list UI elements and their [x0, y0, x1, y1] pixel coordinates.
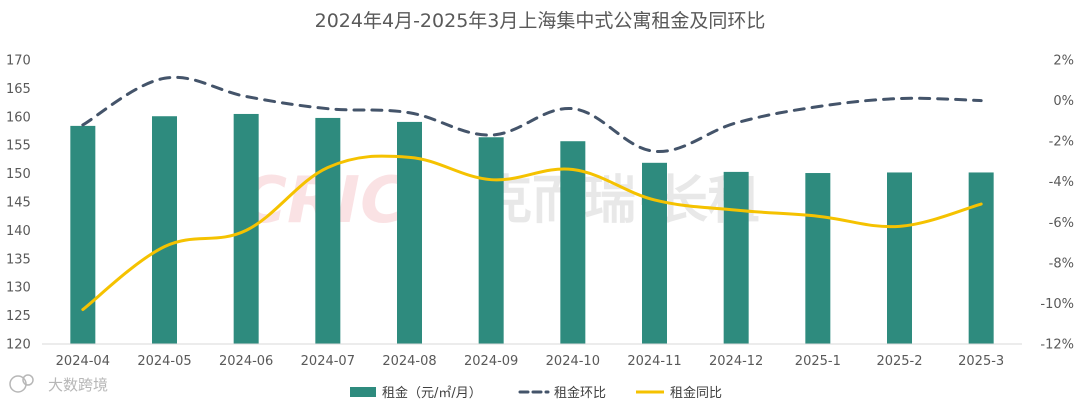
mom-line — [81, 75, 983, 153]
left-axis: 120 125 130 135 140 145 150 155 160 165 170 — [6, 54, 31, 353]
x-tick-label: 2025-3 — [958, 354, 1004, 369]
right-tick-label: 0% — [1053, 94, 1074, 109]
rent-bar — [887, 172, 912, 344]
x-tick-label: 2025-1 — [795, 354, 841, 369]
left-tick-label: 130 — [6, 281, 31, 296]
line-series — [81, 75, 983, 312]
rent-bar — [478, 137, 504, 344]
x-tick-label: 2024-07 — [301, 354, 355, 369]
legend: 租金（元/㎡/月） 租金环比 租金同比 — [350, 385, 722, 401]
left-tick-label: 160 — [6, 110, 31, 125]
x-tick-label: 2024-04 — [56, 354, 110, 369]
rent-bar — [152, 116, 177, 345]
rent-bar — [70, 125, 96, 344]
right-tick-label: 2% — [1053, 54, 1074, 69]
rent-bar — [642, 162, 667, 344]
right-tick-label: -12% — [1040, 338, 1074, 353]
x-tick-label: 2024-05 — [137, 354, 191, 369]
x-tick-label: 2025-2 — [876, 354, 922, 369]
legend-label-rent: 租金（元/㎡/月） — [382, 385, 482, 401]
svg-text:克而瑞·长租: 克而瑞·长租 — [480, 171, 760, 231]
x-tick-label: 2024-12 — [709, 354, 763, 369]
rent-bar — [315, 117, 341, 344]
rent-bar — [723, 171, 749, 344]
left-tick-label: 165 — [6, 82, 31, 97]
rent-bar — [560, 141, 586, 344]
right-tick-label: -2% — [1049, 135, 1074, 150]
logo-icon-ring — [22, 374, 34, 386]
x-tick-label: 2024-06 — [219, 354, 273, 369]
x-axis: 2024-04 2024-05 2024-06 2024-07 2024-08 2024-… — [56, 354, 1005, 369]
watermark-logo: 大数跨境 — [9, 374, 108, 394]
legend-label-mom: 租金环比 — [554, 385, 606, 401]
watermark-text: 大数跨境 — [48, 376, 108, 394]
legend-swatch-bar — [350, 387, 376, 397]
legend-label-yoy: 租金同比 — [670, 385, 722, 401]
rent-bar — [968, 172, 994, 344]
left-tick-label: 145 — [6, 196, 31, 211]
x-tick-label: 2024-10 — [546, 354, 600, 369]
right-tick-label: -4% — [1049, 175, 1074, 190]
rent-bar — [397, 121, 422, 344]
x-tick-label: 2024-11 — [627, 354, 681, 369]
left-tick-label: 150 — [6, 167, 31, 182]
x-tick-label: 2024-08 — [382, 354, 436, 369]
rent-bar — [805, 173, 831, 344]
yoy-line — [81, 154, 983, 312]
x-tick-label: 2024-09 — [464, 354, 518, 369]
left-tick-label: 120 — [6, 338, 31, 353]
left-tick-label: 125 — [6, 309, 31, 324]
left-tick-label: 140 — [6, 224, 31, 239]
left-tick-label: 135 — [6, 252, 31, 267]
left-tick-label: 155 — [6, 139, 31, 154]
right-tick-label: -10% — [1040, 297, 1074, 312]
right-tick-label: -6% — [1049, 216, 1074, 231]
chart-title: 2024年4月-2025年3月上海集中式公寓租金及同环比 — [315, 10, 766, 32]
right-axis: -12% -10% -8% -6% -4% -2% 0% 2% — [1040, 54, 1074, 353]
left-tick-label: 170 — [6, 54, 31, 69]
right-tick-label: -8% — [1049, 256, 1074, 271]
